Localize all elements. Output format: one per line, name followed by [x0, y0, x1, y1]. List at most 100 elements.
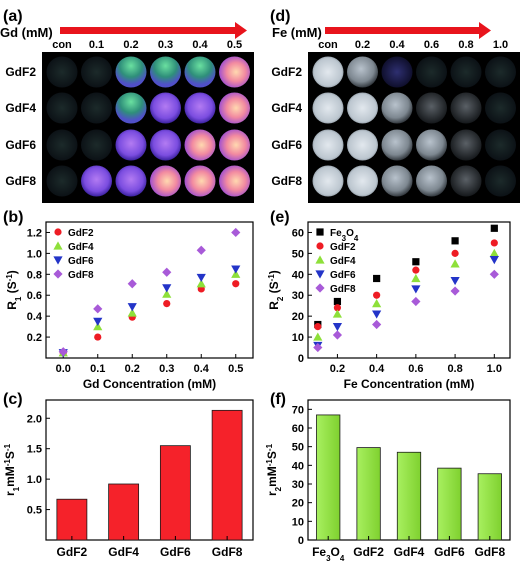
data-point [53, 256, 63, 265]
data-point [196, 279, 206, 288]
data-point [315, 255, 325, 264]
data-point [93, 322, 103, 331]
sample-row-label: GdF2 [5, 65, 36, 79]
phantom-well [219, 92, 250, 124]
concentration-label: 0.1 [89, 39, 104, 51]
phantom-well [416, 129, 447, 161]
y-tick-label: 30 [292, 479, 304, 491]
y-tick-label: 20 [292, 498, 304, 510]
phantom-well [450, 56, 482, 88]
sample-row-label: GdF4 [5, 101, 36, 115]
phantom-well [81, 165, 112, 197]
bar [159, 445, 191, 541]
legend-entry: GdF6 [330, 270, 356, 281]
y-axis-label: r1mM-1S-1 [3, 443, 21, 496]
gd-arrow [60, 22, 247, 39]
data-point [333, 297, 342, 306]
phantom-well [485, 165, 516, 197]
panel-b-letter: (b) [3, 209, 23, 226]
phantom-well [381, 129, 413, 161]
data-point [451, 237, 459, 245]
y-tick-label: 0.5 [27, 505, 42, 517]
phantom-well [184, 56, 216, 88]
phantom-well [150, 92, 181, 124]
panel-c-letter: (c) [3, 391, 23, 408]
y-tick-label: 1.0 [27, 248, 42, 260]
data-point [162, 284, 172, 293]
y-tick-label: 0.4 [27, 311, 43, 323]
data-point [372, 299, 382, 308]
x-tick-label: 0.0 [56, 363, 71, 375]
x-tick-label: 0.2 [330, 363, 345, 375]
phantom-well [219, 56, 250, 88]
y-tick-label: 10 [292, 332, 304, 344]
legend-entry: GdF2 [330, 242, 356, 253]
data-point [315, 283, 325, 293]
y-tick-label: 1.0 [27, 474, 42, 486]
bar [316, 414, 341, 541]
gd-axis-title: Gd (mM) [0, 25, 53, 40]
x-tick-label: 0.4 [194, 363, 210, 375]
concentration-label: 0.4 [192, 39, 208, 51]
legend-entry: GdF8 [68, 270, 94, 281]
phantom-well [416, 165, 447, 197]
x-tick-label: GdF6 [434, 545, 465, 559]
x-tick-label: 1.0 [487, 363, 502, 375]
y-tick-label: 70 [292, 404, 304, 416]
phantom-well [485, 129, 516, 161]
phantom-well [450, 92, 482, 124]
data-point [93, 304, 103, 314]
sample-row-label: GdF6 [271, 138, 302, 152]
chart-r2-vs-fe: (e) 0 10 20 30 40 50 60 0.2 0.4 0.6 0.8 1.0 Fe3O4GdF2… [267, 209, 511, 391]
data-point [412, 266, 420, 274]
data-point [196, 273, 206, 283]
fe-phantom-wells [312, 56, 516, 197]
phantom-well [347, 129, 378, 161]
bar [56, 498, 88, 541]
bar [396, 451, 422, 541]
phantom-well [347, 92, 378, 124]
y-tick-label: 60 [292, 423, 304, 435]
concentration-label: 0.8 [458, 39, 473, 51]
data-point [373, 274, 381, 283]
legend-entry: Fe3O4 [330, 228, 359, 243]
data-point [332, 330, 343, 340]
phantom-well [81, 92, 112, 124]
phantom-well [115, 92, 147, 124]
phantom-well [219, 165, 250, 197]
data-point [490, 239, 498, 247]
y-tick-label: 10 [292, 516, 304, 528]
phantom-well [485, 92, 516, 124]
gd-phantom-wells [46, 56, 250, 197]
panel-a: (a) Gd (mM) con 0.1 0.2 0.3 0.4 0.5 GdF2GdF4G… [0, 8, 254, 203]
x-tick-label: GdF8 [474, 545, 505, 559]
y-tick-label: 50 [292, 248, 304, 260]
x-tick-label: GdF4 [108, 545, 139, 559]
bar [108, 483, 140, 541]
fe-arrow [325, 22, 491, 39]
data-point [313, 332, 323, 341]
phantom-well [46, 129, 78, 161]
chart-r2-relaxivity: (f) 0 10 20 30 40 50 60 70 Fe3O4 GdF2 GdF4 GdF6 GdF8 r… [265, 391, 511, 563]
x-tick-label: 0.3 [159, 363, 174, 375]
data-point [489, 256, 499, 265]
data-point [162, 289, 172, 298]
concentration-label: 0.2 [123, 39, 138, 51]
data-point [313, 342, 323, 353]
phantom-well [46, 165, 78, 197]
y-tick-label: 1.2 [27, 227, 42, 239]
data-point [332, 309, 343, 318]
x-axis-label: Gd Concentration (mM) [83, 377, 216, 391]
data-point [127, 308, 137, 317]
gd-concentration-labels: con 0.1 0.2 0.3 0.4 0.5 [52, 39, 242, 51]
concentration-label: 0.5 [227, 39, 242, 51]
data-point [373, 291, 381, 299]
concentration-label: 0.6 [424, 39, 439, 51]
plot-frame [45, 399, 254, 541]
y-tick-label: 0.8 [27, 269, 42, 281]
data-point [231, 269, 241, 278]
legend-entry: GdF4 [330, 256, 356, 267]
phantom-well [150, 129, 181, 161]
phantom-well [416, 56, 447, 88]
sample-row-label: GdF8 [5, 174, 36, 188]
